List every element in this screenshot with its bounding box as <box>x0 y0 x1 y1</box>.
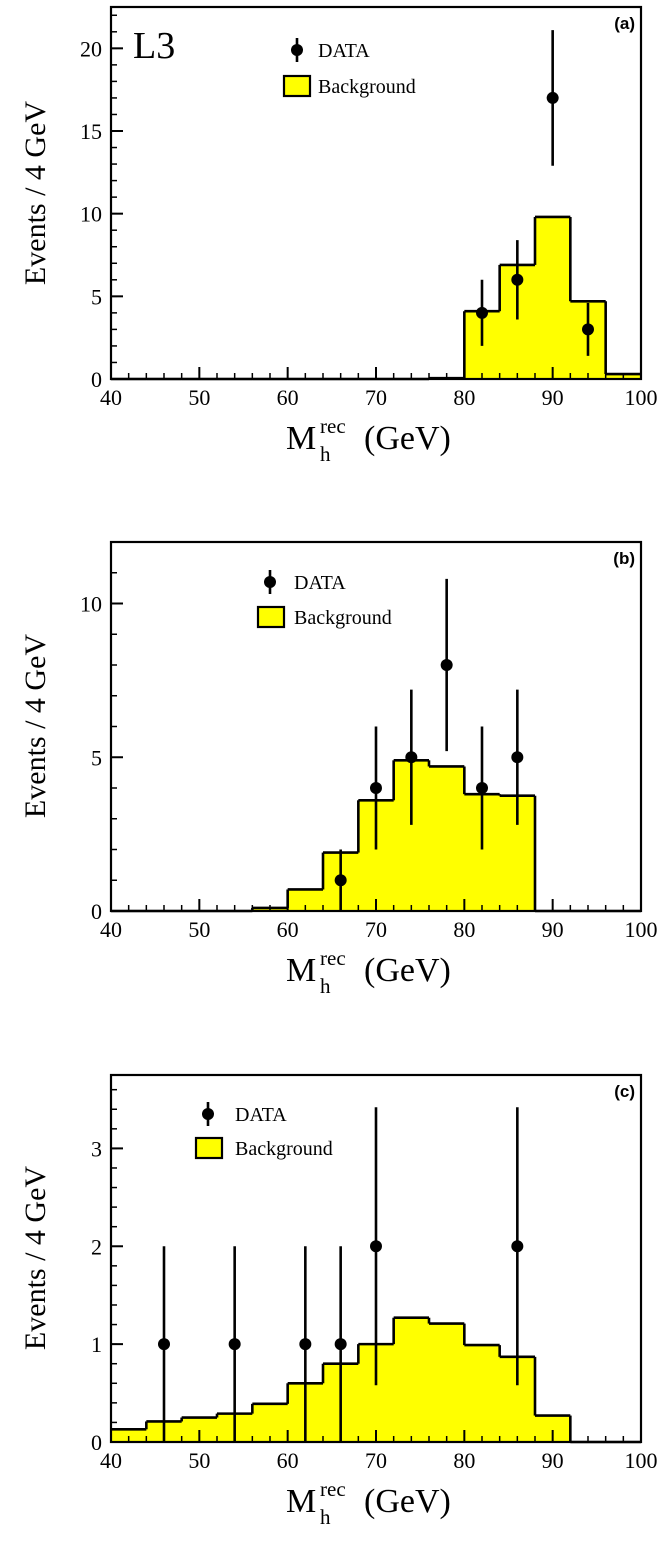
legend-background-swatch <box>194 1136 224 1160</box>
x-axis-label-main: M <box>286 1483 316 1520</box>
x-tick-label-90: 90 <box>542 385 564 410</box>
data-point-5 <box>511 751 524 764</box>
y-tick-label-5: 5 <box>91 745 102 770</box>
chart-panel-0: 40 50 60 70 80 90 100 0 5 10 15 20 DATA Background (a)… <box>19 5 658 466</box>
x-tick-label-90: 90 <box>542 917 564 942</box>
x-tick-label-50: 50 <box>188 1448 210 1473</box>
x-axis-label-superscript: rec <box>320 946 346 970</box>
data-point-2 <box>405 751 418 764</box>
legend-background-label: Background <box>318 76 416 98</box>
legend-background-label: Background <box>235 1138 333 1160</box>
x-tick-label-100: 100 <box>625 385 658 410</box>
legend-data-marker <box>291 44 303 56</box>
y-tick-label-10: 10 <box>80 202 102 227</box>
y-tick-label-10: 10 <box>80 592 102 617</box>
x-tick-label-50: 50 <box>188 917 210 942</box>
legend-data-label: DATA <box>235 1104 287 1126</box>
x-tick-label-100: 100 <box>625 1448 658 1473</box>
data-point-3 <box>334 1338 347 1351</box>
x-axis-label-unit: (GeV) <box>364 420 451 457</box>
data-point-4 <box>476 782 488 794</box>
x-tick-label-70: 70 <box>365 385 387 410</box>
legend-data-marker <box>264 576 276 588</box>
data-point-0 <box>158 1338 170 1351</box>
x-axis-label-main: M <box>286 952 316 989</box>
y-tick-label-5: 5 <box>91 284 102 309</box>
x-tick-label-60: 60 <box>277 385 299 410</box>
y-tick-label-1: 1 <box>91 1332 102 1357</box>
x-tick-label-70: 70 <box>365 1448 387 1473</box>
x-tick-label-40: 40 <box>100 1448 122 1473</box>
x-axis-label-superscript: rec <box>320 1477 346 1501</box>
data-point-1 <box>370 782 382 794</box>
data-point-5 <box>511 1240 524 1253</box>
legend-background-swatch <box>256 605 286 629</box>
chart-panel-2: 40 50 60 70 80 90 100 0 1 2 3 DATA Background (c) Even… <box>19 1073 658 1529</box>
y-tick-label-20: 20 <box>80 36 102 61</box>
x-tick-label-80: 80 <box>453 385 475 410</box>
data-point-0 <box>334 874 347 887</box>
data-point-3 <box>440 659 453 671</box>
x-axis-label-superscript: rec <box>320 414 346 438</box>
x-tick-label-40: 40 <box>100 917 122 942</box>
x-tick-label-60: 60 <box>277 1448 299 1473</box>
legend-background-swatch <box>282 74 312 98</box>
chart-panel-1: 40 50 60 70 80 90 100 0 5 10 DATA Background (b) Even… <box>19 540 658 998</box>
y-tick-label-3: 3 <box>91 1136 102 1161</box>
x-tick-label-50: 50 <box>188 385 210 410</box>
x-axis-label-subscript: h <box>320 1505 331 1529</box>
y-axis-label: Events / 4 GeV <box>19 101 52 285</box>
y-tick-label-15: 15 <box>80 119 102 144</box>
y-tick-label-2: 2 <box>91 1234 102 1259</box>
x-tick-label-80: 80 <box>453 917 475 942</box>
x-tick-label-90: 90 <box>542 1448 564 1473</box>
data-point-2 <box>546 91 559 104</box>
y-axis-label: Events / 4 GeV <box>19 634 52 818</box>
y-tick-label-0: 0 <box>91 367 102 392</box>
y-tick-label-0: 0 <box>91 1430 102 1455</box>
x-axis-label-subscript: h <box>320 974 331 998</box>
x-tick-label-70: 70 <box>365 917 387 942</box>
legend-data-marker <box>202 1108 214 1120</box>
panel-label: (a) <box>614 14 635 33</box>
x-axis-label-unit: (GeV) <box>364 1483 451 1520</box>
background-histogram-fill <box>111 216 641 379</box>
x-tick-label-60: 60 <box>277 917 299 942</box>
legend-data-label: DATA <box>318 40 370 62</box>
x-axis-label-main: M <box>286 420 316 457</box>
x-tick-label-100: 100 <box>625 917 658 942</box>
x-axis-label-unit: (GeV) <box>364 952 451 989</box>
legend-data-label: DATA <box>294 572 346 594</box>
data-point-1 <box>228 1338 241 1351</box>
x-tick-label-40: 40 <box>100 385 122 410</box>
legend-background-label: Background <box>294 607 392 629</box>
y-axis-label: Events / 4 GeV <box>19 1166 52 1350</box>
experiment-label: L3 <box>133 25 175 67</box>
data-point-0 <box>476 306 488 319</box>
panel-label: (b) <box>613 549 635 568</box>
panel-label: (c) <box>614 1082 635 1101</box>
x-axis-label-subscript: h <box>320 442 331 466</box>
data-point-2 <box>299 1338 312 1351</box>
y-tick-label-0: 0 <box>91 899 102 924</box>
data-point-1 <box>511 273 524 286</box>
data-point-3 <box>582 323 594 336</box>
x-tick-label-80: 80 <box>453 1448 475 1473</box>
data-point-4 <box>370 1240 382 1253</box>
